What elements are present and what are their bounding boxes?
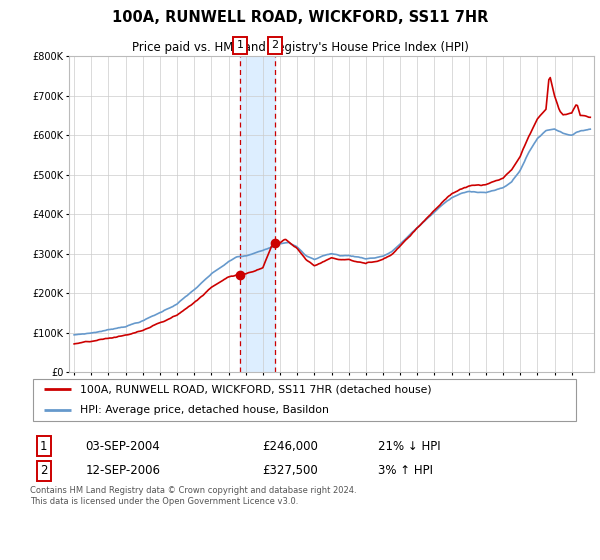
FancyBboxPatch shape — [33, 379, 577, 422]
Text: 100A, RUNWELL ROAD, WICKFORD, SS11 7HR (detached house): 100A, RUNWELL ROAD, WICKFORD, SS11 7HR (… — [80, 384, 431, 394]
Bar — [240, 56, 275, 372]
Text: 3% ↑ HPI: 3% ↑ HPI — [378, 464, 433, 478]
Text: 1: 1 — [236, 40, 244, 50]
Text: £246,000: £246,000 — [262, 440, 318, 452]
Text: HPI: Average price, detached house, Basildon: HPI: Average price, detached house, Basi… — [80, 405, 329, 416]
Text: 03-SEP-2004: 03-SEP-2004 — [85, 440, 160, 452]
Text: Contains HM Land Registry data © Crown copyright and database right 2024.
This d: Contains HM Land Registry data © Crown c… — [30, 487, 356, 506]
Text: 12-SEP-2006: 12-SEP-2006 — [85, 464, 160, 478]
Text: 2: 2 — [40, 464, 47, 478]
Text: 100A, RUNWELL ROAD, WICKFORD, SS11 7HR: 100A, RUNWELL ROAD, WICKFORD, SS11 7HR — [112, 11, 488, 25]
Text: 1: 1 — [40, 440, 47, 452]
Text: 2: 2 — [271, 40, 278, 50]
Text: 21% ↓ HPI: 21% ↓ HPI — [378, 440, 440, 452]
Text: Price paid vs. HM Land Registry's House Price Index (HPI): Price paid vs. HM Land Registry's House … — [131, 41, 469, 54]
Text: £327,500: £327,500 — [262, 464, 317, 478]
